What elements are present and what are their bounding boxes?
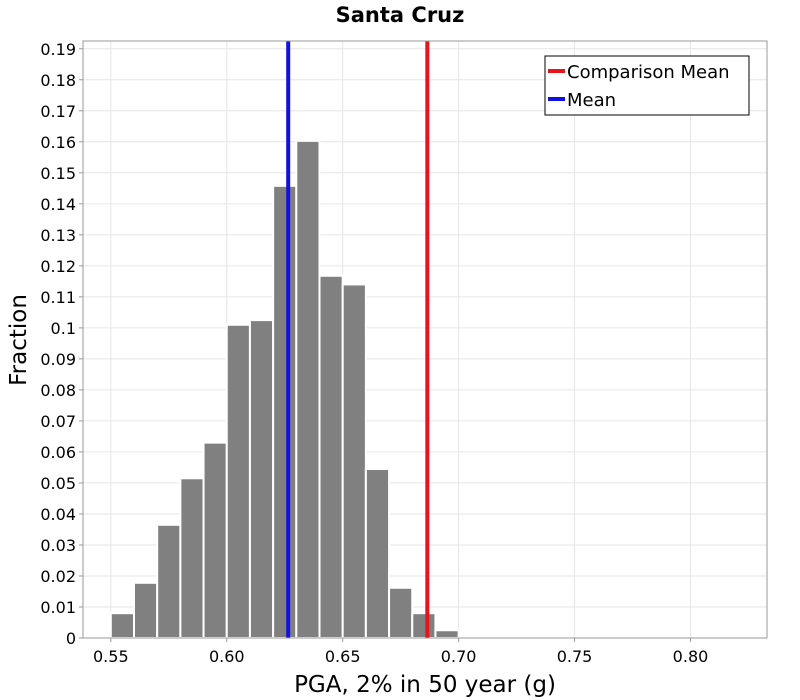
y-tick-label: 0 [66, 629, 76, 648]
histogram-bar [109, 612, 136, 640]
histogram-bars [86, 139, 483, 640]
histogram-bar [248, 319, 275, 639]
histogram-bar [318, 274, 344, 639]
y-tick-label: 0.15 [40, 164, 76, 183]
histogram-bar [295, 139, 321, 639]
x-tick-label: 0.65 [325, 647, 361, 666]
axis-ticks: 0 0.01 0.02 0.03 0.04 0.05 0.06 0.07 0.08 0.09 0.1… [40, 40, 708, 666]
y-tick-label: 0.08 [40, 381, 76, 400]
y-axis-title: Fraction [6, 294, 32, 386]
legend-label: Mean [567, 90, 616, 111]
legend-label: Comparison Mean [567, 62, 730, 83]
x-tick-label: 0.70 [441, 647, 477, 666]
y-tick-label: 0.1 [51, 319, 76, 338]
y-tick-label: 0.05 [40, 474, 76, 493]
mean-lines [286, 41, 430, 638]
histogram-bar [388, 586, 414, 640]
y-tick-label: 0.12 [40, 257, 76, 276]
y-tick-label: 0.01 [40, 598, 76, 617]
x-axis-title: PGA, 2% in 50 year (g) [294, 672, 556, 698]
histogram-bar [133, 581, 159, 639]
y-tick-label: 0.03 [40, 536, 76, 555]
x-tick-label: 0.60 [209, 647, 245, 666]
y-tick-label: 0.14 [40, 195, 76, 214]
x-tick-label: 0.75 [557, 647, 593, 666]
legend-box [544, 55, 750, 116]
x-tick-label: 0.80 [673, 647, 709, 666]
y-tick-label: 0.07 [40, 412, 76, 431]
histogram-bar [434, 629, 460, 640]
histogram-bar [202, 441, 228, 640]
y-tick-label: 0.13 [40, 226, 76, 245]
histogram-bar [179, 477, 205, 639]
legend: Comparison Mean Mean [544, 55, 750, 116]
histogram-bar [272, 184, 298, 639]
y-tick-label: 0.18 [40, 71, 76, 90]
y-tick-label: 0.06 [40, 443, 76, 462]
histogram-bar [341, 283, 367, 639]
y-tick-label: 0.19 [40, 40, 76, 59]
y-tick-label: 0.02 [40, 567, 76, 586]
y-tick-label: 0.09 [40, 350, 76, 369]
y-tick-label: 0.11 [40, 288, 76, 307]
x-tick-label: 0.55 [93, 647, 129, 666]
histogram-bar [364, 467, 391, 639]
plot-frame [82, 40, 768, 639]
y-tick-label: 0.16 [40, 133, 76, 152]
histogram-bar [225, 323, 251, 639]
y-tick-label: 0.04 [40, 505, 76, 524]
chart-title: Santa Cruz [336, 3, 465, 27]
y-tick-label: 0.17 [40, 102, 76, 121]
histogram-bar [156, 523, 182, 640]
histogram-bar [411, 612, 437, 640]
